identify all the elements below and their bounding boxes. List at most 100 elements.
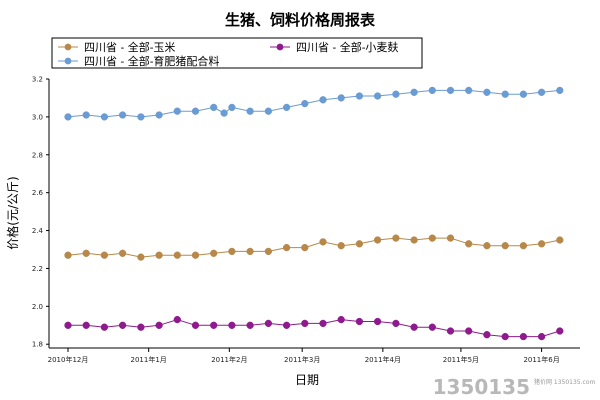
y-tick-label: 2.4 bbox=[32, 227, 44, 235]
data-point bbox=[428, 234, 436, 242]
series-line bbox=[67, 237, 560, 258]
legend-marker bbox=[64, 57, 72, 65]
data-point bbox=[82, 111, 90, 119]
data-point bbox=[100, 251, 109, 259]
data-point bbox=[191, 251, 200, 259]
legend-label: 四川省 - 全部-玉米 bbox=[84, 40, 175, 54]
data-point bbox=[228, 247, 236, 256]
y-tick-label: 2.6 bbox=[32, 189, 44, 197]
legend-label: 四川省 - 全部-育肥猪配合料 bbox=[84, 54, 219, 68]
data-point bbox=[246, 107, 254, 115]
data-point bbox=[501, 332, 509, 341]
legend-box bbox=[51, 37, 423, 69]
watermark: 1350135 猪价网 1350135.com bbox=[433, 375, 596, 399]
data-point bbox=[501, 90, 509, 98]
series-3 bbox=[64, 86, 564, 121]
data-point bbox=[410, 323, 418, 331]
data-point bbox=[100, 113, 109, 121]
x-ticks: 2010年12月 2011年1月 2011年2月 2011年3月 2011年4月 2011… bbox=[48, 348, 560, 364]
data-point bbox=[337, 315, 345, 324]
data-point bbox=[118, 321, 127, 329]
data-point bbox=[483, 88, 491, 96]
data-point bbox=[282, 321, 291, 329]
watermark-text: 1350135 bbox=[433, 375, 530, 399]
data-point bbox=[556, 236, 564, 244]
x-tick-label: 2011年2月 bbox=[211, 355, 247, 364]
data-point bbox=[228, 321, 236, 329]
data-point bbox=[337, 242, 345, 250]
data-point bbox=[556, 327, 564, 335]
series-group bbox=[64, 86, 564, 341]
data-point bbox=[191, 321, 200, 329]
data-point bbox=[465, 86, 473, 95]
y-tick-label: 2.2 bbox=[32, 265, 43, 273]
data-point bbox=[537, 240, 546, 248]
data-point bbox=[82, 321, 90, 329]
data-point bbox=[428, 86, 436, 95]
data-point bbox=[282, 243, 291, 252]
data-point bbox=[537, 88, 546, 96]
data-point bbox=[392, 90, 400, 98]
data-point bbox=[301, 319, 309, 328]
data-point bbox=[228, 103, 236, 112]
y-ticks: 1.8 2.0 2.2 2.4 2.6 2.8 3.0 3.2 bbox=[32, 76, 49, 349]
data-point bbox=[220, 109, 228, 117]
data-point bbox=[410, 88, 418, 96]
data-point bbox=[64, 251, 72, 259]
data-point bbox=[446, 234, 455, 242]
data-point bbox=[410, 236, 418, 244]
data-point bbox=[191, 107, 200, 115]
data-point bbox=[319, 96, 327, 104]
chart-title: 生猪、饲料价格周报表 bbox=[225, 11, 376, 29]
data-point bbox=[483, 331, 491, 339]
legend-item: 四川省 - 全部-小麦麸 bbox=[270, 40, 398, 54]
y-axis-label: 价格(元/公斤) bbox=[5, 176, 20, 249]
y-tick-label: 1.8 bbox=[32, 341, 43, 349]
data-point bbox=[246, 321, 254, 329]
data-point bbox=[537, 332, 546, 341]
data-point bbox=[501, 242, 509, 250]
data-point bbox=[373, 317, 382, 326]
data-point bbox=[483, 242, 491, 250]
x-tick-label: 2011年5月 bbox=[443, 355, 479, 364]
data-point bbox=[173, 107, 181, 115]
data-point bbox=[373, 236, 382, 244]
data-point bbox=[155, 321, 163, 329]
series-2 bbox=[64, 315, 564, 341]
data-point bbox=[173, 251, 181, 259]
data-point bbox=[82, 249, 90, 257]
data-point bbox=[519, 332, 528, 341]
data-point bbox=[137, 253, 145, 261]
data-point bbox=[337, 94, 345, 102]
y-tick-label: 2.8 bbox=[32, 151, 43, 159]
data-point bbox=[556, 86, 564, 95]
legend-marker bbox=[276, 43, 284, 51]
data-point bbox=[118, 249, 127, 257]
data-point bbox=[446, 86, 455, 95]
legend-label: 四川省 - 全部-小麦麸 bbox=[296, 40, 398, 54]
watermark-subtext: 猪价网 1350135.com bbox=[534, 378, 596, 386]
data-point bbox=[264, 319, 273, 328]
data-point bbox=[155, 111, 163, 119]
data-point bbox=[319, 319, 327, 328]
data-point bbox=[446, 327, 455, 335]
data-point bbox=[373, 92, 382, 100]
y-tick-label: 3.2 bbox=[32, 76, 43, 84]
legend-item: 四川省 - 全部-玉米 bbox=[58, 40, 175, 54]
data-point bbox=[392, 234, 400, 242]
data-point bbox=[155, 251, 163, 259]
data-point bbox=[118, 111, 127, 119]
x-tick-label: 2011年3月 bbox=[284, 355, 320, 364]
data-point bbox=[465, 327, 473, 335]
data-point bbox=[100, 323, 109, 331]
data-point bbox=[246, 247, 254, 256]
data-point bbox=[210, 103, 218, 112]
data-point bbox=[64, 113, 72, 121]
data-point bbox=[210, 249, 218, 257]
data-point bbox=[319, 238, 327, 246]
data-point bbox=[355, 92, 364, 100]
data-point bbox=[301, 243, 309, 252]
data-point bbox=[264, 247, 273, 256]
